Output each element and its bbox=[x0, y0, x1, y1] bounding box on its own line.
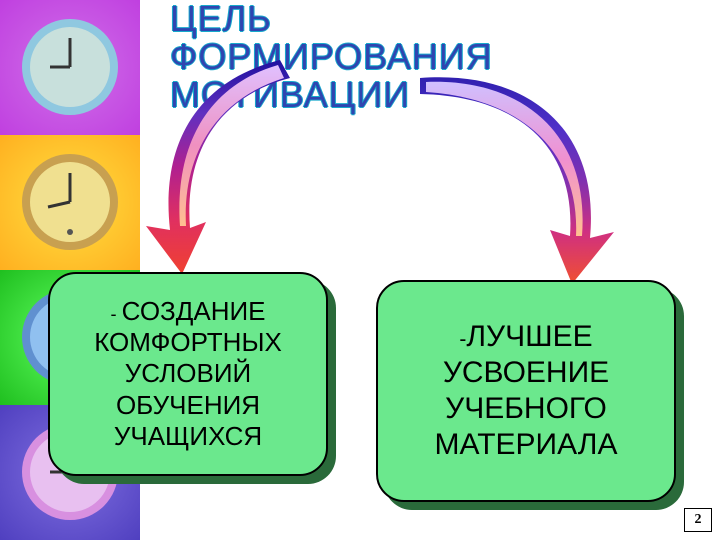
box-right: -ЛУЧШЕЕ УСВОЕНИЕ УЧЕБНОГО МАТЕРИАЛА bbox=[376, 280, 676, 502]
page-number: 2 bbox=[684, 508, 712, 532]
deco-tile-1 bbox=[0, 0, 140, 135]
arrow-left bbox=[140, 50, 330, 290]
box-left-text: СОЗДАНИЕ КОМФОРТНЫХ УСЛОВИЙ ОБУЧЕНИЯ УЧА… bbox=[94, 296, 282, 451]
slide: ЦЕЛЬ ФОРМИРОВАНИЯМОТИВАЦИИ bbox=[0, 0, 720, 540]
deco-tile-2 bbox=[0, 135, 140, 270]
box-left: - СОЗДАНИЕ КОМФОРТНЫХ УСЛОВИЙ ОБУЧЕНИЯ У… bbox=[48, 272, 328, 476]
arrow-right bbox=[400, 60, 630, 300]
